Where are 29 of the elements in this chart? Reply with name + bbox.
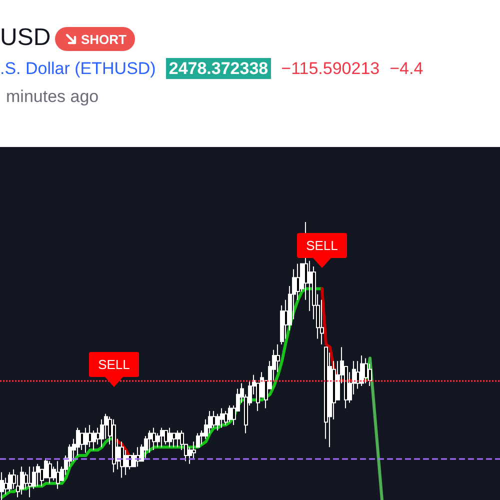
candlestick bbox=[48, 460, 52, 484]
candlestick bbox=[20, 466, 24, 495]
text: minutes ago bbox=[6, 87, 99, 107]
candlestick bbox=[120, 441, 124, 478]
chart-subtitle: .S. Dollar (ETHUSD) bbox=[0, 58, 156, 79]
candlestick bbox=[360, 354, 364, 387]
candlestick bbox=[112, 418, 116, 473]
text: −4.4 bbox=[390, 58, 424, 79]
candlestick bbox=[176, 430, 180, 448]
candlestick bbox=[164, 430, 168, 445]
candlestick bbox=[168, 427, 172, 448]
candlestick bbox=[28, 466, 32, 498]
annotation: SELL bbox=[98, 357, 130, 372]
candlestick bbox=[56, 460, 60, 490]
candlestick bbox=[0, 472, 4, 500]
candlestick bbox=[196, 432, 200, 448]
candlestick bbox=[160, 427, 164, 448]
candlestick bbox=[364, 358, 368, 384]
candlestick bbox=[228, 404, 232, 423]
candlestick bbox=[220, 408, 224, 428]
candlestick bbox=[36, 463, 40, 487]
chart-title: USD bbox=[0, 24, 51, 51]
candlestick bbox=[8, 472, 12, 492]
badge: SHORT bbox=[55, 27, 134, 51]
text: −115.590213 bbox=[281, 58, 380, 79]
annotation: SELL bbox=[306, 238, 338, 253]
candlestick bbox=[152, 427, 156, 450]
candlestick bbox=[84, 427, 88, 454]
badge: 2478.372338 bbox=[166, 58, 272, 79]
